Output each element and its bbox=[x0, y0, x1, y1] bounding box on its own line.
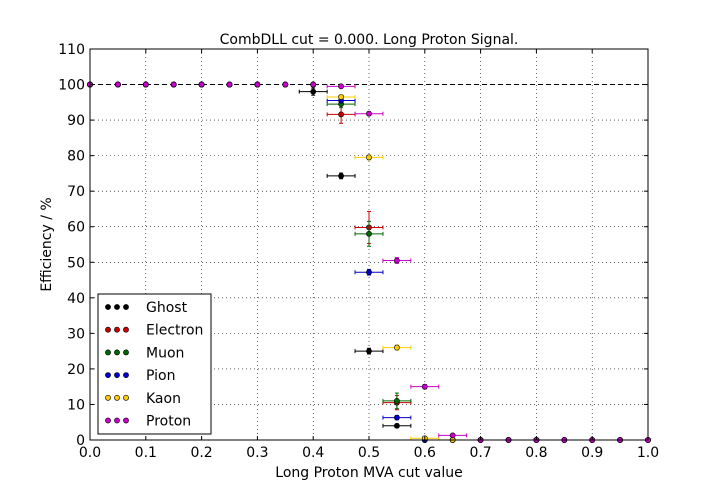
data-point bbox=[366, 154, 372, 161]
legend-item-kaon: Kaon bbox=[105, 391, 181, 407]
legend-marker bbox=[114, 394, 120, 401]
x-tick-label: 0.5 bbox=[358, 445, 380, 461]
data-point bbox=[310, 88, 317, 95]
legend-marker bbox=[105, 394, 111, 401]
data-point bbox=[366, 110, 372, 117]
legend-item-proton: Proton bbox=[105, 414, 191, 430]
legend-marker bbox=[114, 349, 120, 356]
y-tick-label: 0 bbox=[76, 433, 85, 449]
data-point bbox=[170, 81, 177, 88]
legend: Ghost Electron Muon Pion Kaon Proton bbox=[97, 293, 212, 435]
legend-marker bbox=[123, 349, 129, 356]
legend-marker bbox=[114, 372, 120, 378]
legend-label: Proton bbox=[146, 414, 191, 430]
legend-item-ghost: Ghost bbox=[105, 300, 188, 316]
y-tick-label: 60 bbox=[67, 220, 85, 236]
legend-label: Muon bbox=[146, 345, 184, 361]
legend-item-electron: Electron bbox=[105, 323, 203, 339]
chart-title: CombDLL cut = 0.000. Long Proton Signal. bbox=[220, 32, 519, 48]
x-tick-label: 1.0 bbox=[637, 445, 659, 461]
data-point bbox=[338, 172, 344, 179]
data-point bbox=[393, 344, 400, 351]
data-point bbox=[282, 81, 289, 88]
data-point bbox=[115, 81, 121, 88]
y-axis-label: Efficiency / % bbox=[39, 197, 55, 291]
y-tick-label: 80 bbox=[67, 149, 85, 165]
data-point bbox=[310, 81, 317, 88]
legend-marker bbox=[105, 326, 111, 333]
x-tick-label: 0.7 bbox=[469, 445, 491, 461]
x-tick-label: 0.0 bbox=[79, 445, 101, 461]
data-point bbox=[198, 81, 205, 88]
data-point bbox=[393, 422, 400, 429]
legend-marker bbox=[105, 372, 111, 378]
legend-marker bbox=[123, 304, 129, 310]
y-tick-label: 30 bbox=[67, 326, 85, 342]
x-tick-label: 0.1 bbox=[135, 445, 157, 461]
data-point bbox=[366, 269, 372, 276]
y-tick-label: 10 bbox=[67, 397, 85, 413]
data-point bbox=[393, 257, 400, 264]
y-tick-label: 100 bbox=[58, 78, 85, 94]
legend-label: Pion bbox=[146, 368, 175, 384]
legend-marker bbox=[123, 417, 129, 424]
legend-item-pion: Pion bbox=[105, 368, 175, 384]
x-tick-label: 0.6 bbox=[414, 445, 436, 461]
x-axis-label: Long Proton MVA cut value bbox=[275, 465, 462, 481]
x-tick-label: 0.8 bbox=[525, 445, 547, 461]
data-point bbox=[393, 397, 400, 404]
x-tick-label: 0.4 bbox=[302, 445, 324, 461]
legend-marker bbox=[114, 326, 120, 333]
data-point bbox=[338, 111, 344, 118]
x-tick-label: 0.9 bbox=[581, 445, 603, 461]
data-point bbox=[254, 81, 261, 88]
x-tick-label: 0.2 bbox=[190, 445, 212, 461]
data-point bbox=[226, 81, 233, 88]
data-point bbox=[338, 94, 344, 100]
data-point bbox=[142, 81, 149, 88]
y-tick-label: 110 bbox=[58, 42, 85, 58]
data-point bbox=[366, 348, 372, 355]
legend-label: Electron bbox=[146, 323, 203, 339]
data-point bbox=[366, 230, 372, 237]
legend-marker bbox=[114, 417, 120, 424]
data-point bbox=[449, 432, 456, 439]
data-point bbox=[421, 383, 428, 390]
y-tick-label: 90 bbox=[67, 113, 85, 129]
y-tick-label: 20 bbox=[67, 362, 85, 378]
legend-label: Kaon bbox=[146, 391, 181, 407]
data-point bbox=[393, 414, 400, 421]
legend-marker bbox=[105, 349, 111, 356]
legend-marker bbox=[114, 304, 120, 310]
x-tick-label: 0.3 bbox=[246, 445, 268, 461]
y-tick-label: 50 bbox=[67, 255, 85, 271]
y-tick-label: 70 bbox=[67, 184, 85, 200]
legend-box bbox=[97, 293, 212, 435]
legend-marker bbox=[105, 304, 111, 310]
legend-label: Ghost bbox=[146, 300, 188, 316]
legend-item-muon: Muon bbox=[105, 345, 184, 361]
legend-marker bbox=[123, 372, 129, 378]
ticks: 0.0 0.1 0.2 0.3 0.4 0.5 0.6 0.7 0.8 0.9 1.0 0 10 20 30… bbox=[58, 42, 659, 461]
data-point bbox=[338, 83, 344, 90]
y-tick-label: 40 bbox=[67, 291, 85, 307]
legend-marker bbox=[123, 394, 129, 401]
legend-marker bbox=[105, 417, 111, 424]
legend-marker bbox=[123, 326, 129, 333]
